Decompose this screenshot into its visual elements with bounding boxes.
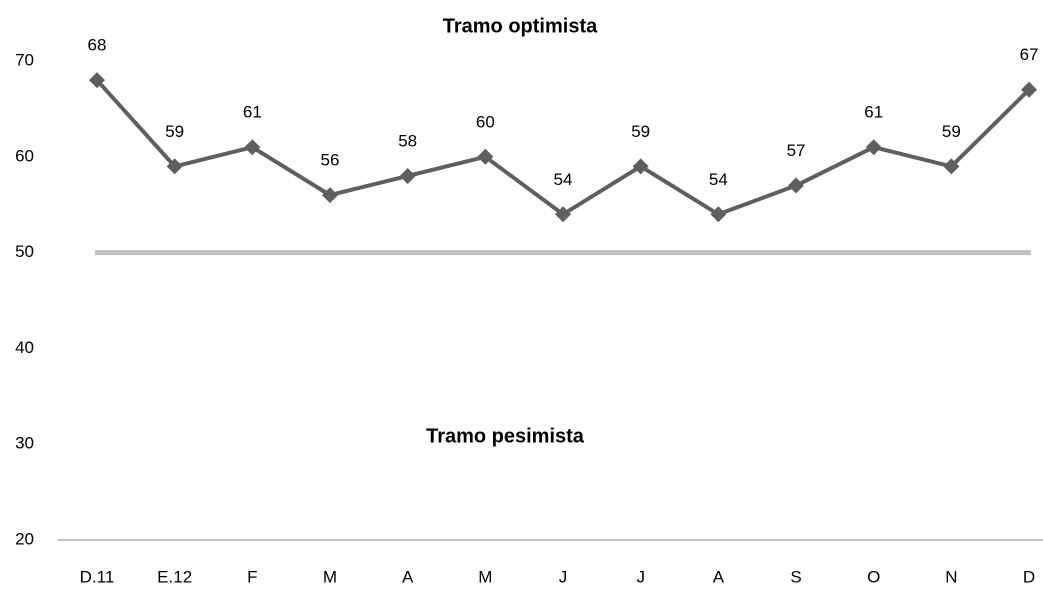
data-label: 54 xyxy=(554,170,573,189)
marker xyxy=(477,148,494,165)
data-label: 60 xyxy=(476,112,495,131)
marker xyxy=(710,206,727,223)
marker xyxy=(399,167,416,184)
x-tick-label: J xyxy=(559,567,568,586)
marker xyxy=(632,158,649,175)
data-label: 58 xyxy=(398,131,417,150)
data-label: 59 xyxy=(165,122,184,141)
data-label: 57 xyxy=(787,141,806,160)
data-label: 67 xyxy=(1020,45,1039,64)
data-label: 68 xyxy=(88,36,107,55)
data-label: 54 xyxy=(709,170,728,189)
x-tick-label: A xyxy=(402,567,414,586)
data-label: 59 xyxy=(942,122,961,141)
data-label: 56 xyxy=(321,151,340,170)
x-tick-label: M xyxy=(478,567,492,586)
data-label: 61 xyxy=(243,103,262,122)
y-tick-label: 30 xyxy=(15,434,34,453)
marker xyxy=(166,158,183,175)
x-tick-label: J xyxy=(636,567,645,586)
x-tick-label: D xyxy=(1023,567,1035,586)
y-tick-label: 40 xyxy=(15,338,34,357)
x-tick-label: E.12 xyxy=(157,567,192,586)
marker xyxy=(244,139,261,156)
x-tick-label: D.11 xyxy=(80,567,115,586)
y-tick-label: 60 xyxy=(15,146,34,165)
marker xyxy=(555,206,572,223)
x-tick-label: A xyxy=(713,567,725,586)
data-line xyxy=(95,78,1031,217)
marker xyxy=(322,187,339,204)
x-tick-label: S xyxy=(790,567,801,586)
x-tick-label: O xyxy=(867,567,880,586)
marker xyxy=(865,139,882,156)
annotation: Tramo pesimista xyxy=(426,425,585,447)
data-label: 59 xyxy=(631,122,650,141)
data-label: 61 xyxy=(864,103,883,122)
marker xyxy=(788,177,805,194)
marker xyxy=(943,158,960,175)
x-tick-label: M xyxy=(323,567,337,586)
y-tick-label: 50 xyxy=(15,242,34,261)
marker xyxy=(1021,81,1038,98)
y-tick-label: 70 xyxy=(15,50,34,69)
y-tick-label: 20 xyxy=(15,529,34,548)
marker xyxy=(89,72,105,89)
x-tick-label: F xyxy=(247,567,257,586)
x-tick-label: N xyxy=(945,567,957,586)
annotation: Tramo optimista xyxy=(443,15,598,37)
